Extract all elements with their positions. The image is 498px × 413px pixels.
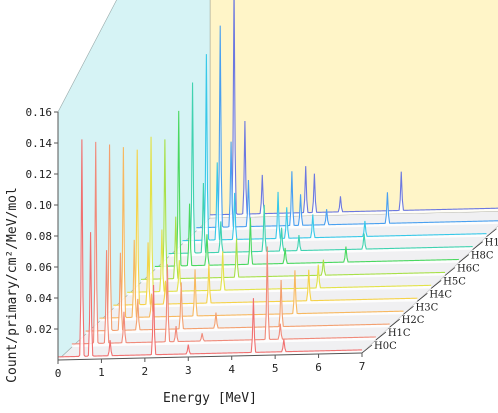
x-tick-label: 2 [142,365,149,378]
series-line [210,0,498,216]
series-label-tick [403,305,414,315]
series-label: H2C [402,315,425,326]
series-label-tick [444,267,456,276]
y-tick-label: 0.14 [26,137,53,150]
series-label-tick [430,280,442,289]
y-tick-label: 0.10 [26,199,53,212]
series-label: H0C [374,341,397,352]
series-line [168,82,473,255]
x-tick-label: 6 [315,361,322,374]
x-axis-line [57,352,363,361]
series-label-tick [375,331,387,341]
y-tick-label: 0.06 [26,261,53,274]
series-label-tick [472,241,483,250]
series-line [113,149,418,306]
series-label: H4C [429,289,452,300]
series-label: H5C [443,276,466,287]
x-tick-label: 0 [55,367,62,380]
series-label: H3C [416,302,439,313]
series-line [182,54,487,242]
series-line [196,25,498,229]
y-tick-label: 0.02 [26,323,53,336]
series-label-tick [361,344,373,354]
series-label: H10C [485,238,498,249]
series-label-tick [389,318,400,328]
series-label: H1C [388,328,411,339]
x-tick-label: 3 [185,364,192,377]
back-wall [209,0,498,219]
y-tick-label: 0.08 [26,230,53,243]
y-tick-label: 0.16 [26,106,53,119]
x-tick-label: 1 [98,366,105,379]
series-line [140,139,446,280]
series-line [99,147,404,319]
series-line [57,139,363,358]
y-axis-title: Count/primary/cm²/MeV/mol [5,187,20,383]
y-tick-label: 0.04 [26,292,53,305]
series-label-tick [458,254,470,263]
series-label: H8C [471,251,494,262]
x-axis-title: Energy [MeV] [163,391,257,406]
x-tick-label: 4 [228,363,235,376]
x-tick-label: 7 [359,360,366,373]
x-tick-label: 5 [272,362,279,375]
series-line [154,110,459,268]
series-line [127,136,432,293]
series-label-tick [417,293,428,302]
series-line [71,141,376,345]
y-tick-label: 0.12 [26,168,53,181]
series-line [85,144,390,332]
series-label-tick [486,228,497,238]
series-label: H6C [457,264,480,275]
